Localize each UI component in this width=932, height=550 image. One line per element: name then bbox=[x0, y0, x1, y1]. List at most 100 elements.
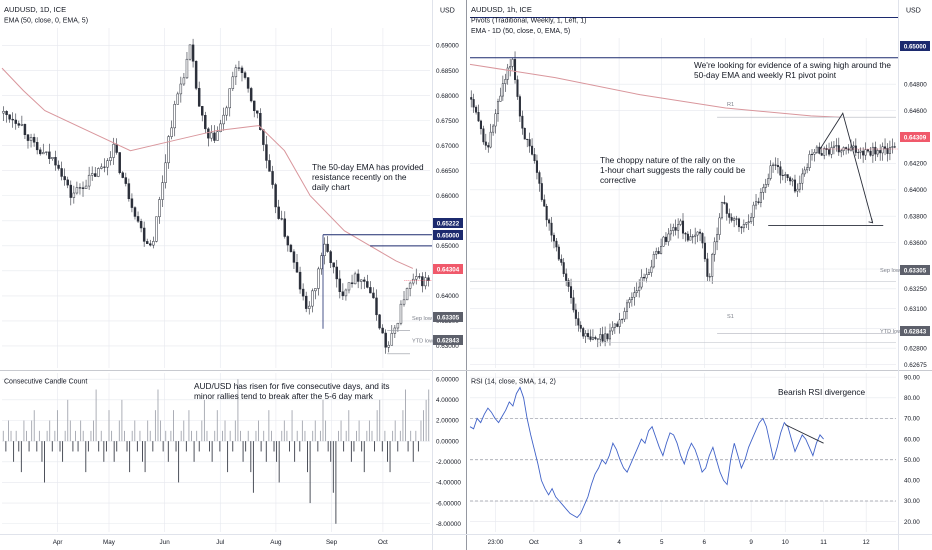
candle-body bbox=[42, 152, 45, 155]
candle-body bbox=[667, 233, 670, 242]
candle-body bbox=[152, 241, 155, 246]
left-candle-count-bars bbox=[2, 379, 430, 524]
candle-body bbox=[124, 177, 128, 184]
candle-body bbox=[249, 88, 253, 102]
candle-body bbox=[149, 243, 152, 246]
candle-body bbox=[399, 303, 403, 324]
candle-body bbox=[798, 182, 801, 190]
candle-body bbox=[45, 151, 48, 153]
candle-body bbox=[565, 273, 568, 281]
candle-body bbox=[38, 149, 42, 155]
candle-body bbox=[625, 302, 629, 312]
candle-body bbox=[569, 286, 573, 299]
candle-body bbox=[344, 289, 348, 297]
candle-body bbox=[347, 282, 351, 291]
candle-body bbox=[311, 290, 314, 307]
candle-body bbox=[784, 174, 787, 176]
candle-body bbox=[204, 115, 207, 130]
candle-body bbox=[596, 338, 599, 340]
candle-body bbox=[246, 77, 250, 89]
svg-text:0.65222: 0.65222 bbox=[437, 221, 460, 228]
candle-body bbox=[182, 77, 186, 85]
candle-body bbox=[694, 234, 697, 237]
candle-body bbox=[167, 136, 170, 164]
y-tick-4: -2.00000 bbox=[436, 459, 461, 466]
candle-body bbox=[611, 327, 614, 332]
candle-body bbox=[857, 151, 860, 154]
candle-body bbox=[543, 199, 546, 207]
x-tick-left-3: Jul bbox=[216, 539, 224, 546]
candle-body bbox=[781, 174, 784, 177]
candle-body bbox=[540, 183, 543, 200]
candle-body bbox=[504, 79, 507, 85]
candle-body bbox=[582, 328, 585, 337]
candle-body bbox=[381, 327, 384, 334]
left-osc-axis: 6.00000 4.00000 2.00000 0.00000 -2.00000 -4.0… bbox=[436, 376, 461, 528]
y-tick-4: 50.00 bbox=[904, 457, 920, 464]
y-tick-8: 0.65000 bbox=[436, 243, 459, 250]
candle-body bbox=[421, 276, 424, 287]
candle-body bbox=[647, 272, 650, 275]
candle-body bbox=[100, 166, 103, 169]
candle-body bbox=[686, 233, 689, 241]
right-tag-level-high: 0.65000 bbox=[900, 41, 930, 51]
y-tick-7: -8.00000 bbox=[436, 521, 461, 528]
candle-body bbox=[48, 151, 51, 159]
candle-body bbox=[567, 280, 570, 287]
candle-body bbox=[762, 187, 765, 193]
svg-text:0.62843: 0.62843 bbox=[437, 338, 460, 345]
y-tick-5: 0.63600 bbox=[904, 240, 927, 247]
svg-text:0.62843: 0.62843 bbox=[904, 329, 927, 336]
candle-body bbox=[640, 276, 643, 288]
candle-body bbox=[862, 150, 865, 156]
candle-body bbox=[696, 231, 699, 236]
candle-body bbox=[411, 278, 415, 284]
candle-body bbox=[806, 167, 809, 171]
candle-body bbox=[535, 160, 538, 173]
candle-body bbox=[628, 299, 631, 304]
candle-body bbox=[735, 218, 738, 220]
candle-body bbox=[207, 128, 210, 139]
candle-body bbox=[893, 146, 896, 148]
candle-body bbox=[484, 141, 487, 146]
candle-body bbox=[608, 330, 612, 340]
candle-body bbox=[103, 166, 106, 168]
candle-body bbox=[304, 295, 308, 309]
candle-body bbox=[723, 202, 726, 204]
candle-body bbox=[638, 286, 641, 291]
candle-body bbox=[222, 114, 225, 125]
candle-body bbox=[87, 174, 91, 187]
candle-body bbox=[191, 44, 195, 62]
candle-body bbox=[271, 171, 274, 185]
candle-body bbox=[604, 333, 607, 342]
candle-body bbox=[280, 218, 283, 220]
candle-body bbox=[577, 318, 580, 326]
candle-body bbox=[97, 168, 100, 177]
candle-body bbox=[888, 147, 891, 154]
candle-body bbox=[818, 146, 821, 154]
candle-body bbox=[874, 146, 877, 155]
rsi-band-lines bbox=[470, 418, 896, 502]
candle-body bbox=[298, 271, 302, 290]
candle-body bbox=[859, 150, 862, 153]
candle-body bbox=[231, 76, 235, 89]
candle-body bbox=[94, 173, 97, 177]
candle-body bbox=[60, 168, 63, 177]
candle-body bbox=[378, 314, 381, 329]
candle-body bbox=[366, 281, 369, 288]
candle-body bbox=[29, 137, 33, 141]
candle-body bbox=[506, 67, 509, 80]
candle-body bbox=[509, 66, 512, 69]
candle-body bbox=[363, 279, 366, 282]
candle-body bbox=[63, 176, 66, 181]
candle-body bbox=[109, 157, 112, 161]
candle-body bbox=[415, 276, 418, 280]
s1-label: S1 bbox=[727, 314, 734, 320]
candle-body bbox=[308, 305, 311, 309]
candle-body bbox=[75, 187, 79, 194]
candle-body bbox=[589, 336, 592, 340]
candle-body bbox=[127, 183, 131, 200]
x-tick-right-0: 23:00 bbox=[488, 539, 504, 546]
candle-body bbox=[660, 246, 663, 254]
candle-body bbox=[815, 146, 818, 153]
